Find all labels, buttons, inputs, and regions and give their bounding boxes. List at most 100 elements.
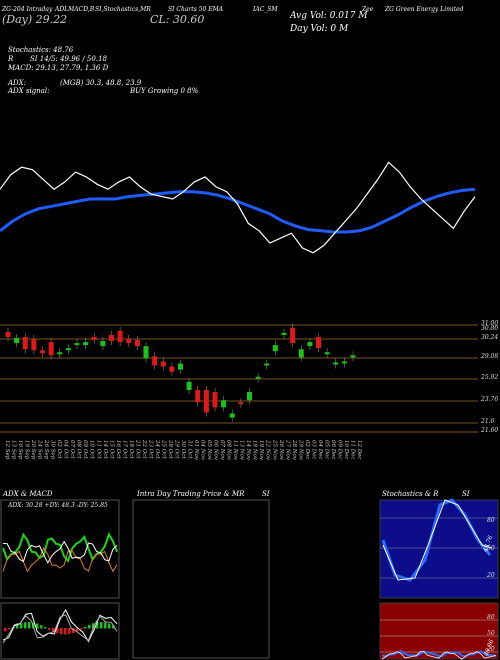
date-tick-label: 12 Sep	[4, 440, 10, 460]
candle-body	[186, 381, 192, 390]
macd-histogram-bar	[100, 622, 103, 629]
macd-histogram-bar	[40, 625, 43, 629]
header-tag-1: ZG-204 Intraday	[2, 6, 53, 13]
date-tick-label: 29 Nov	[297, 439, 303, 461]
date-tick-label: 30 Oct	[180, 440, 186, 459]
date-tick-label: 10 Oct	[89, 440, 95, 459]
macd-histogram-bar	[88, 624, 91, 629]
adx-signal-value: BUY Growing 0 8%	[130, 87, 199, 95]
date-tick-label: 28 Oct	[167, 439, 173, 459]
macd-histogram-bar	[52, 628, 55, 632]
macd-histogram-bar	[92, 623, 95, 629]
date-tick-label: 20 Sep	[30, 439, 36, 460]
macd-histogram-bar	[56, 628, 59, 634]
date-tick-label: 03 Dec	[310, 440, 316, 460]
date-tick-label: 18 Oct	[128, 440, 134, 459]
candle-body	[316, 336, 321, 349]
date-tick-label: 17 Oct	[121, 440, 127, 459]
candle-body	[83, 342, 89, 346]
date-tick-label: 30 Sep	[50, 440, 56, 460]
date-tick-label: 02 Dec	[304, 440, 310, 460]
date-tick-label: 13 Sep	[11, 440, 17, 460]
date-tick-label: 28 Nov	[291, 439, 297, 461]
candle-body	[195, 390, 201, 403]
date-tick-label: 15 Oct	[108, 440, 114, 459]
date-tick-label: 09 Dec	[336, 440, 342, 460]
date-tick-label: 04 Oct	[63, 440, 69, 459]
date-tick-label: 31 Oct	[187, 440, 193, 459]
price-level-label: 21.60	[481, 427, 499, 434]
date-tick-label: 25 Nov	[271, 439, 277, 461]
macd-panel-frame	[0, 602, 120, 660]
date-tick-label: 04 Dec	[317, 440, 323, 460]
candle-body	[341, 361, 347, 364]
date-tick-label: 16 Oct	[115, 440, 121, 459]
candle-body	[57, 352, 63, 355]
header-tag-7: ZG Green Energy Limited	[385, 6, 464, 13]
candle-body	[74, 343, 80, 346]
macd-histogram-bar	[96, 622, 99, 629]
macd-histogram-bar	[108, 623, 111, 629]
candle-body	[100, 341, 106, 347]
adx-panel-title: ADX & MACD	[3, 490, 53, 498]
date-tick-label: 14 Nov	[245, 440, 251, 461]
date-axis-layer: 12 Sep 13 Sep 16 Sep 19 Sep 20 Sep 24 Sep 26 S…	[4, 439, 362, 461]
macd-histogram-bar	[8, 628, 11, 630]
date-tick-label: 25 Oct	[160, 439, 166, 459]
candle-body	[281, 332, 287, 335]
stoch-panel-frame	[379, 499, 499, 599]
adx-panel-values: ADX: 30.28 +DY: 48.3 -DY: 25.85	[8, 502, 108, 509]
candle-body	[117, 330, 123, 343]
date-tick-label: 13 Nov	[239, 440, 245, 461]
date-tick-label: 29 Oct	[173, 439, 179, 459]
rsi-panel-frame	[379, 602, 499, 660]
macd-histogram-bar	[80, 628, 83, 630]
date-tick-label: 06 Dec	[330, 440, 336, 460]
candle-body	[221, 400, 227, 408]
candle-body	[109, 334, 114, 342]
date-tick-label: 24 Oct	[154, 439, 160, 459]
candle-body	[65, 348, 71, 351]
macd-histogram-bar	[20, 623, 23, 629]
price-level-label: 23.76	[481, 396, 499, 403]
candle-body	[14, 337, 20, 344]
ema-layer	[0, 161, 476, 254]
stochastics-readout: Stochastics: 48.76	[8, 46, 74, 54]
candle-body	[178, 363, 183, 370]
date-tick-label: 07 Nov	[219, 440, 225, 461]
date-tick-label: 26 Sep	[43, 439, 49, 460]
macd-histogram-bar	[76, 628, 79, 632]
price-levels-layer	[0, 324, 478, 433]
date-tick-label: 23 Oct	[147, 439, 153, 459]
header-tag-3: SI,Stochastics,MR	[95, 6, 151, 13]
stoch-d-line	[381, 498, 492, 582]
date-tick-label: 27 Nov	[284, 439, 290, 461]
date-tick-label: 14 Oct	[102, 440, 108, 459]
ema-line	[0, 187, 476, 234]
date-tick-label: 05 Nov	[206, 440, 212, 461]
minus-di-line	[2, 546, 118, 573]
candle-body	[5, 331, 11, 337]
candle-body	[324, 352, 330, 355]
date-tick-label: 21 Oct	[134, 439, 140, 459]
header-tag-4: SI Charts 50 EMA	[168, 6, 224, 13]
candle-body	[298, 349, 304, 358]
price-level-label: 31.00	[481, 320, 499, 327]
date-tick-label: 18 Nov	[252, 440, 258, 461]
macd-histogram-bar	[48, 628, 51, 630]
candle-body	[272, 345, 278, 352]
date-tick-label: 11 Oct	[95, 440, 101, 459]
date-tick-label: 22 Nov	[265, 439, 271, 461]
header-tag-2: ADLMACD,B	[55, 6, 95, 13]
stoch-level-50: 50	[487, 545, 495, 552]
candle-body	[247, 392, 252, 401]
date-tick-label: 07 Oct	[69, 440, 75, 459]
candle-body	[333, 362, 339, 365]
macd-histogram-bar	[60, 628, 63, 635]
date-tick-label: 12 Dec	[356, 440, 362, 460]
header-tag-6: Zee	[362, 6, 374, 13]
candle-body	[91, 336, 97, 341]
candle-body	[350, 355, 356, 358]
candle-body	[264, 363, 270, 366]
price-level-label: 30.80	[481, 325, 499, 332]
